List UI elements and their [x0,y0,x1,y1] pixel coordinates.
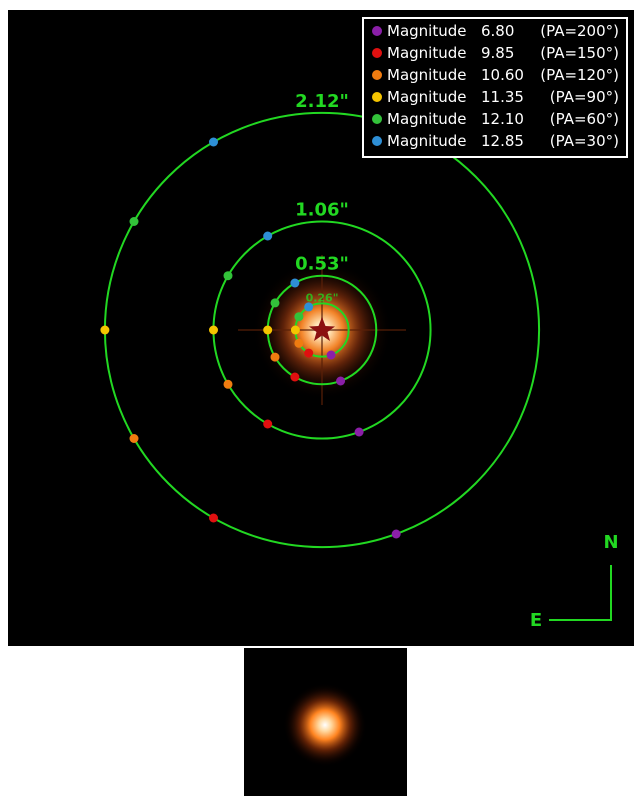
legend-label: Magnitude [387,88,466,106]
compass [549,565,612,621]
legend-magnitude: 12.10 [481,110,524,128]
inset-star-psf [283,683,367,767]
legend-marker [372,70,382,80]
companion-marker [209,325,218,335]
separation-ring-label: 0.53" [295,254,349,275]
companion-marker [270,352,280,362]
companion-marker [304,348,314,358]
legend-magnitude: 11.35 [481,88,524,106]
companion-marker [290,278,300,288]
companion-marker [263,325,273,335]
host-star-marker [309,317,335,341]
legend: Magnitude 6.80 (PA=200°) Magnitude 9.85 (PA=1… [362,17,628,158]
legend-label: Magnitude [387,22,466,40]
companion-marker [294,312,304,322]
legend-position-angle: (PA=150°) [540,44,619,62]
legend-position-angle: (PA=90°) [550,88,619,106]
legend-marker [372,114,382,124]
companion-marker [354,427,364,437]
legend-position-angle: (PA=30°) [550,132,619,150]
companion-marker [209,137,218,147]
companion-marker [223,379,233,389]
legend-marker [372,48,382,58]
companion-marker [129,217,139,226]
legend-marker [372,92,382,102]
companion-marker [209,513,218,523]
separation-ring-label: 1.06" [295,199,349,220]
legend-label: Magnitude [387,110,466,128]
legend-position-angle: (PA=60°) [550,110,619,128]
separation-ring-label: 0.26" [306,291,339,304]
companion-marker [223,271,233,281]
inset-image-panel [244,648,407,796]
legend-marker [372,26,382,36]
legend-label: Magnitude [387,132,466,150]
companion-marker [100,325,110,335]
separation-ring-label: 2.12" [295,91,349,112]
companion-marker [391,529,401,539]
companion-marker [294,338,304,348]
companion-marker [304,302,314,312]
legend-position-angle: (PA=120°) [540,66,619,84]
companion-marker [290,372,300,382]
legend-magnitude: 9.85 [481,44,514,62]
legend-label: Magnitude [387,44,466,62]
legend-position-angle: (PA=200°) [540,22,619,40]
companion-marker [326,350,336,360]
compass-east-label: E [530,610,542,631]
companion-marker [129,434,139,443]
compass-north-label: N [603,532,618,553]
legend-label: Magnitude [387,66,466,84]
legend-magnitude: 12.85 [481,132,524,150]
legend-box [362,17,628,158]
companion-marker [290,325,300,335]
companion-marker [263,419,273,429]
main-image-panel: 2.12" 1.06" 0.53" 0.26" Magnitude 6.80 (PA=20… [8,10,634,646]
legend-marker [372,136,382,146]
companion-marker [270,298,280,308]
companion-marker [263,231,273,241]
contrast-curve-plot: 2.12" 1.06" 0.53" 0.26" Magnitude 6.80 (PA=20… [100,17,628,631]
inset-star-image [283,683,367,767]
legend-magnitude: 6.80 [481,22,514,40]
legend-magnitude: 10.60 [481,66,524,84]
companion-marker [336,376,346,386]
